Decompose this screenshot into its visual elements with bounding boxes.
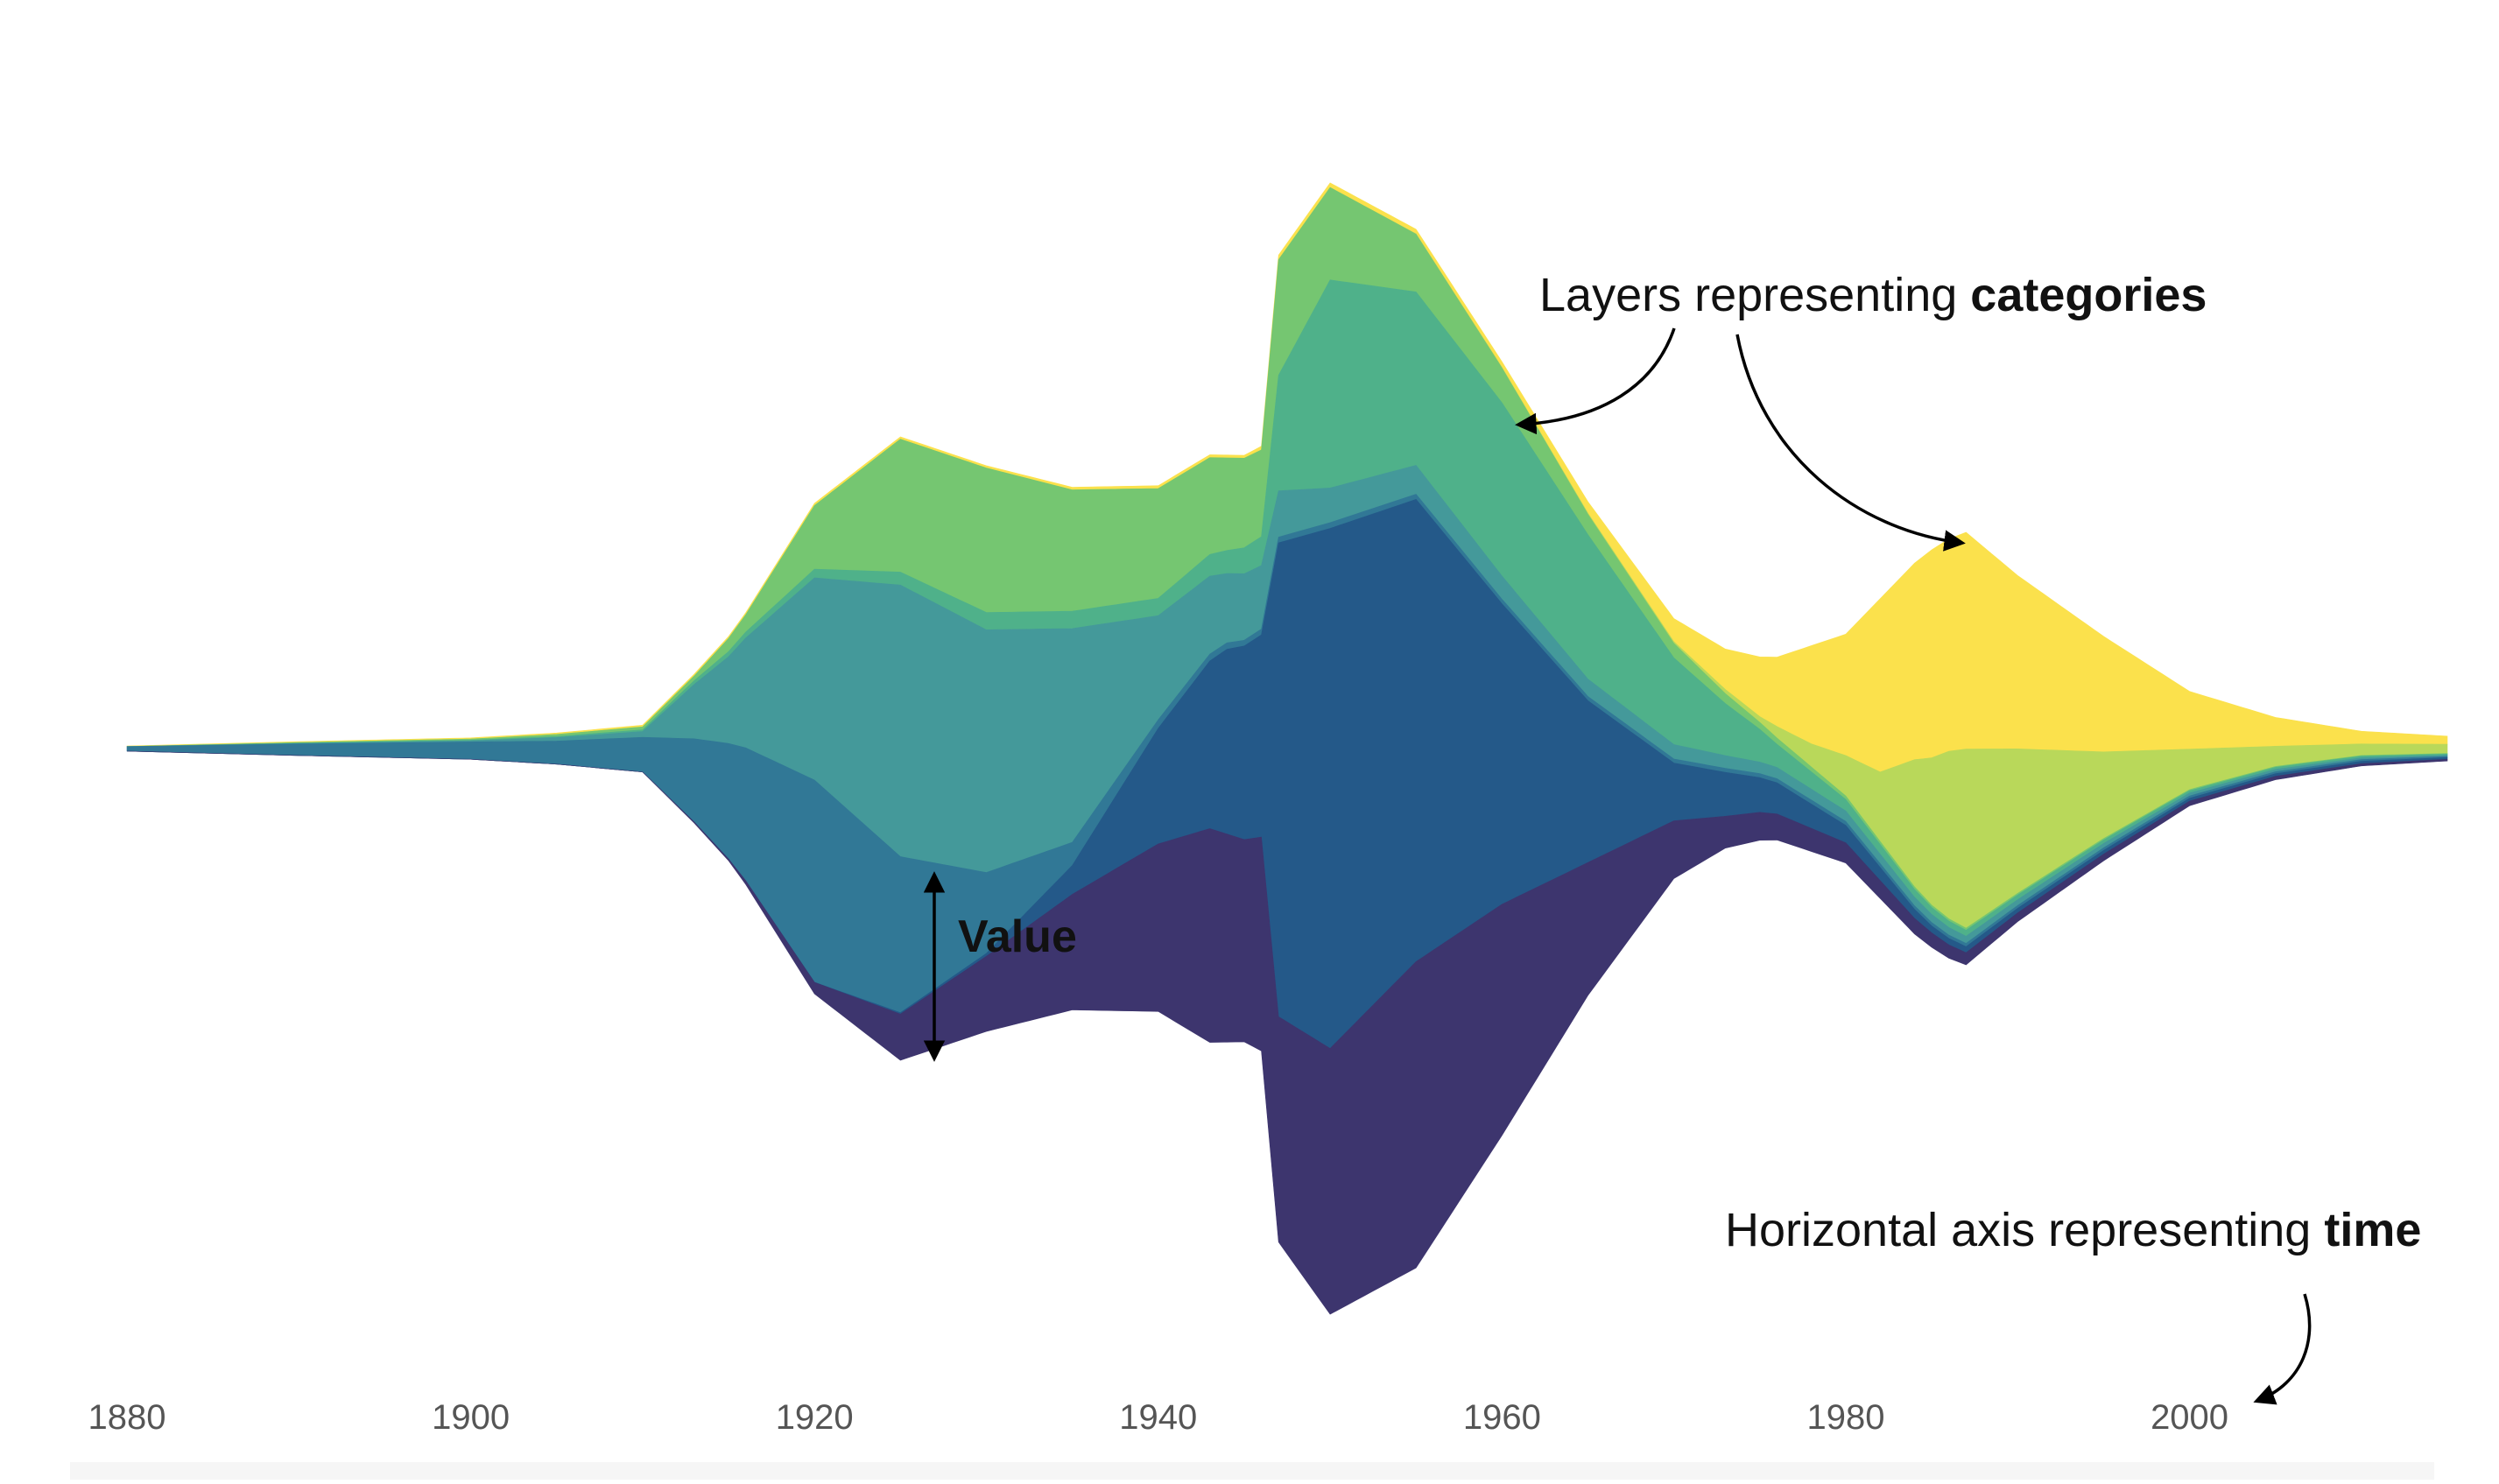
arrow-to-green-layer bbox=[1735, 334, 1966, 552]
annotation-time: Horizontal axis representing time bbox=[1725, 1204, 2421, 1256]
x-tick-label-1980: 1980 bbox=[1806, 1398, 1884, 1437]
stream-layers bbox=[126, 182, 2448, 1315]
arrow-to-time-axis bbox=[2253, 1293, 2312, 1405]
x-tick-label-1880: 1880 bbox=[88, 1398, 166, 1437]
arrow-to-top-layer bbox=[1515, 327, 1676, 435]
x-tick-label-1940: 1940 bbox=[1119, 1398, 1197, 1437]
x-tick-label-2000: 2000 bbox=[2151, 1398, 2228, 1437]
stream-layer-8 bbox=[126, 750, 2448, 1315]
bottom-fade bbox=[70, 1462, 2434, 1480]
annotation-value: Value bbox=[958, 911, 1077, 962]
annotation-categories: Layers representing categories bbox=[1539, 269, 2207, 321]
x-tick-label-1920: 1920 bbox=[776, 1398, 854, 1437]
x-tick-label-1900: 1900 bbox=[432, 1398, 510, 1437]
x-tick-label-1960: 1960 bbox=[1463, 1398, 1541, 1437]
x-axis-ticks: 1880 1900 1920 1940 1960 1980 2000 bbox=[88, 1398, 2229, 1437]
